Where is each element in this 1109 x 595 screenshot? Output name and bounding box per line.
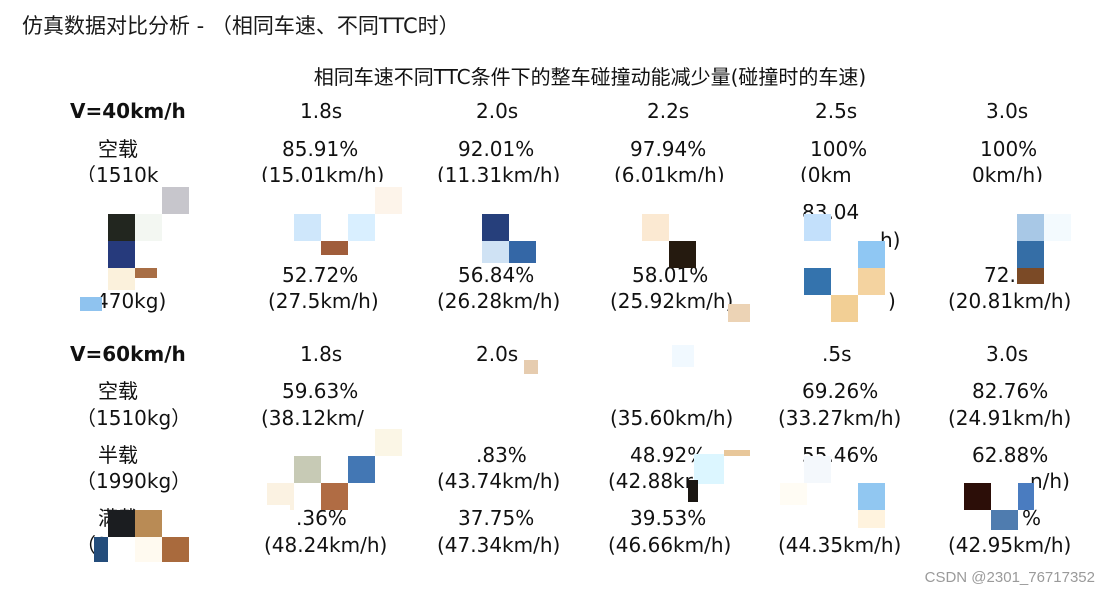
load-label: 空载 xyxy=(98,379,138,403)
reduction-pct: 39.53% xyxy=(630,506,707,530)
ttc-header: 3.0s xyxy=(986,99,1029,123)
impact-speed: (26.28km/h) xyxy=(437,289,561,313)
table-title: 相同车速不同TTC条件下的整车碰撞动能减少量(碰撞时的车速) xyxy=(313,65,867,89)
impact-speed: (44.35km/h) xyxy=(778,533,902,557)
reduction-pct: 59.63% xyxy=(282,379,359,403)
impact-speed: (48.24km/h) xyxy=(264,533,388,557)
reduction-pct: 97.94% xyxy=(630,137,707,161)
watermark: CSDN @2301_76717352 xyxy=(924,569,1095,586)
impact-speed: h) xyxy=(880,228,901,252)
impact-speed: (43.74km/h) xyxy=(437,469,561,493)
reduction-pct: 82.76% xyxy=(972,379,1049,403)
ttc-header: 2.5s xyxy=(815,99,858,123)
reduction-pct: 56.84% xyxy=(458,263,535,287)
impact-speed: (35.60km/h) xyxy=(610,406,734,430)
reduction-pct: 37.75% xyxy=(458,506,535,530)
reduction-pct: .36% xyxy=(296,506,347,530)
speed-label-60: V=60km/h xyxy=(70,342,186,366)
impact-speed: (38.12km/ xyxy=(261,406,364,430)
impact-speed: (42.95km/h) xyxy=(948,533,1072,557)
impact-speed: (46.66km/h) xyxy=(608,533,732,557)
impact-speed: (27.5km/h) xyxy=(268,289,379,313)
reduction-pct: 48.92% xyxy=(630,443,707,467)
ttc-header: 2.0s xyxy=(476,342,519,366)
impact-speed: ) xyxy=(888,289,896,313)
load-label: 空载 xyxy=(98,137,138,161)
speed-label-40: V=40km/h xyxy=(70,99,186,123)
reduction-pct: 52.72% xyxy=(282,263,359,287)
reduction-pct: .83% xyxy=(476,443,527,467)
ttc-header: 1.8s xyxy=(300,342,343,366)
impact-speed: (47.34km/h) xyxy=(437,533,561,557)
impact-speed: n/h) xyxy=(1030,469,1070,493)
mass-label: 470kg) xyxy=(96,289,167,313)
impact-speed: (33.27km/h) xyxy=(778,406,902,430)
mass-label: （1990kg） xyxy=(76,469,192,493)
ttc-header: 1.8s xyxy=(300,99,343,123)
reduction-pct: 92.01% xyxy=(458,137,535,161)
reduction-pct: 100% xyxy=(810,137,868,161)
reduction-pct: 69.26% xyxy=(802,379,879,403)
reduction-pct: % xyxy=(1022,506,1042,530)
ttc-header: 3.0s xyxy=(986,342,1029,366)
reduction-pct: 85.91% xyxy=(282,137,359,161)
page-title: 仿真数据对比分析 - （相同车速、不同TTC时） xyxy=(22,14,460,38)
impact-speed: (25.92km/h) xyxy=(610,289,734,313)
reduction-pct: 62.88% xyxy=(972,443,1049,467)
load-label: 半载 xyxy=(98,443,138,467)
impact-speed: (20.81km/h) xyxy=(948,289,1072,313)
reduction-pct: 100% xyxy=(980,137,1038,161)
ttc-header: 2.2s xyxy=(647,99,690,123)
impact-speed: (24.91km/h) xyxy=(948,406,1072,430)
ttc-header: .5s xyxy=(822,342,852,366)
impact-speed: (42.88kr xyxy=(608,469,693,493)
mass-label: （1510kg） xyxy=(76,406,192,430)
ttc-header: 2.0s xyxy=(476,99,519,123)
